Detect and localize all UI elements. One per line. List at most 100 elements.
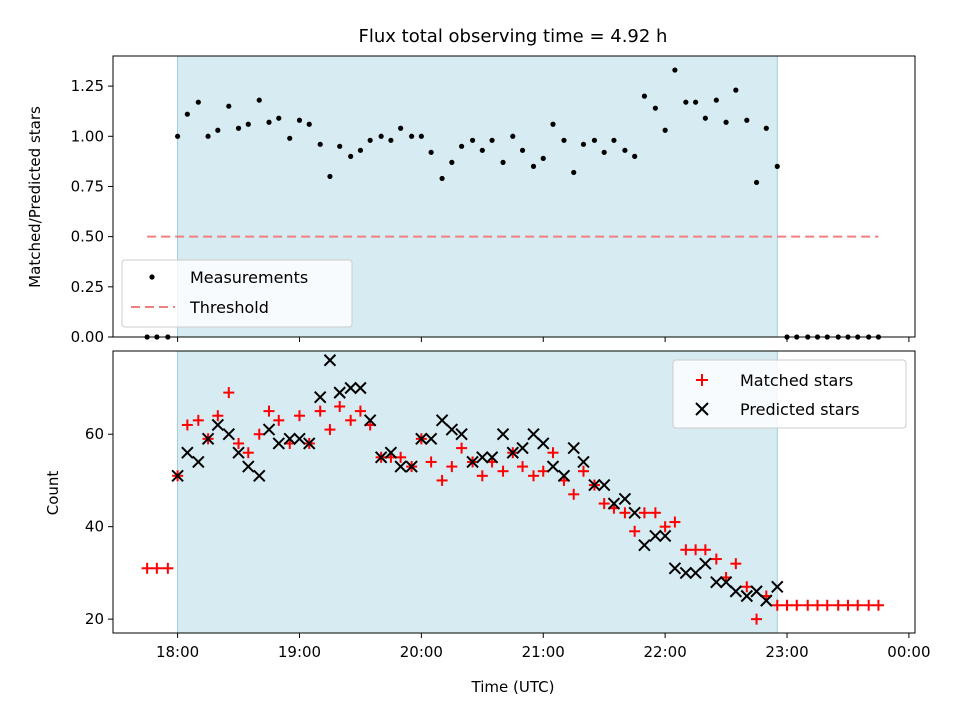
matched-star-point: [293, 410, 305, 422]
matched-star-point: [253, 428, 265, 440]
measurement-point: [357, 147, 364, 153]
measurement-point: [601, 149, 607, 155]
measurement-point: [348, 153, 354, 159]
predicted-star-point: [527, 428, 540, 441]
y-tick-label: 0.00: [71, 328, 104, 346]
predicted-star-point: [649, 529, 662, 543]
predicted-star-point: [719, 575, 733, 589]
measurement-point: [500, 159, 506, 165]
predicted-star-point: [283, 432, 296, 446]
matched-star-point: [811, 599, 823, 611]
measurement-point: [622, 147, 628, 153]
predicted-star-point: [689, 566, 702, 580]
matched-star-point: [771, 599, 783, 611]
matched-star-point: [638, 507, 650, 519]
legend-predicted-label: Predicted stars: [740, 400, 860, 419]
measurement-point: [256, 97, 262, 103]
legend-threshold-label: Threshold: [189, 298, 269, 317]
predicted-star-point: [658, 529, 672, 543]
predicted-star-point: [537, 437, 550, 450]
measurement-point: [367, 137, 373, 143]
matched-star-point: [446, 461, 458, 473]
measurement-point: [418, 133, 424, 139]
predicted-star-point: [729, 585, 743, 598]
y-tick-label: 0.25: [71, 278, 104, 296]
top-x-ticks: [177, 337, 910, 342]
predicted-star-point: [668, 562, 682, 575]
measurement-point: [672, 67, 678, 73]
predicted-star-point: [607, 497, 621, 510]
measurement-point: [409, 133, 415, 139]
predicted-star-point: [405, 460, 418, 473]
measurement-point: [439, 175, 445, 182]
predicted-star-point: [242, 460, 255, 473]
measurement-point: [388, 137, 394, 143]
measurement-point: [327, 173, 333, 180]
predicted-star-point: [201, 432, 215, 446]
legend-measurements-label: Measurements: [190, 268, 308, 287]
predicted-star-point: [628, 506, 641, 520]
matched-star-point: [192, 414, 204, 426]
top-y-axis-label: Matched/Predicted stars: [26, 106, 44, 288]
predicted-star-point: [771, 580, 784, 593]
matched-star-point: [547, 447, 559, 459]
matched-star-point: [649, 507, 661, 519]
bottom-legend-box: [672, 359, 907, 429]
matched-star-point: [354, 405, 366, 417]
predicted-star-point: [303, 437, 316, 450]
predicted-star-point: [363, 414, 377, 427]
predicted-star-point: [435, 414, 449, 427]
matched-star-point: [334, 400, 346, 412]
matched-star-point: [852, 599, 864, 611]
top-axes-frame: [112, 55, 916, 338]
predicted-star-point: [760, 594, 773, 607]
measurement-point: [245, 121, 251, 127]
measurement-point: [276, 115, 282, 121]
matched-star-point: [781, 599, 793, 611]
predicted-star-point: [476, 451, 489, 464]
matched-star-point: [314, 405, 326, 417]
matched-star-point: [517, 461, 529, 473]
predicted-star-point: [506, 446, 519, 459]
predicted-star-point: [354, 381, 367, 395]
measurement-point: [235, 125, 242, 131]
measurement-point: [550, 121, 556, 127]
measurement-point: [378, 133, 384, 139]
measurement-point: [540, 155, 546, 161]
predicted-star-point: [455, 428, 468, 441]
measurement-point: [287, 135, 293, 141]
x-tick-label: 19:00: [278, 643, 321, 661]
y-tick-label: 0.50: [71, 228, 104, 246]
predicted-star-point: [577, 455, 590, 469]
chart-title: Flux total observing time = 4.92 h: [359, 26, 668, 47]
x-tick-label: 23:00: [765, 643, 808, 661]
matched-star-point: [669, 516, 681, 528]
x-axis-label: Time (UTC): [471, 678, 555, 696]
predicted-star-point: [424, 432, 438, 446]
predicted-star-point: [557, 469, 571, 483]
matched-star-point: [821, 599, 833, 611]
matched-star-point: [619, 507, 631, 519]
predicted-stars-points: [171, 354, 784, 607]
matched-star-point: [456, 442, 468, 454]
x-tick-label: 18:00: [156, 643, 199, 661]
legend-predicted-marker: [695, 402, 709, 416]
measurement-point: [306, 121, 312, 127]
predicted-star-point: [618, 492, 632, 506]
predicted-star-point: [323, 354, 337, 367]
predicted-star-point: [313, 391, 327, 404]
predicted-star-point: [222, 428, 235, 441]
matched-star-point: [791, 599, 803, 611]
predicted-star-point: [374, 451, 388, 464]
y-tick-label: 60: [85, 425, 104, 443]
bottom-y-axis-label: Count: [44, 471, 62, 516]
matched-star-point: [223, 387, 235, 399]
predicted-star-point: [679, 566, 693, 580]
matched-star-point: [629, 525, 641, 537]
bottom-legend: Matched stars Predicted stars: [672, 359, 907, 429]
predicted-star-point: [262, 423, 276, 436]
matched-star-point: [324, 424, 336, 436]
bottom-x-ticks: 18:00 19:00 20:00 21:00 22:00 23:00 00:00: [156, 633, 931, 661]
matched-star-point: [233, 437, 245, 449]
